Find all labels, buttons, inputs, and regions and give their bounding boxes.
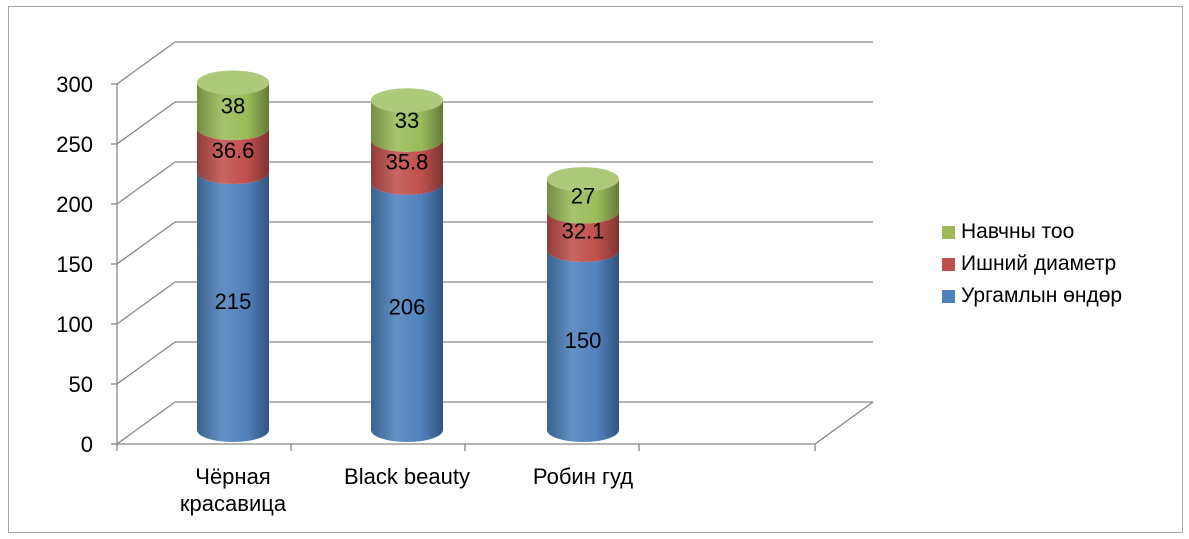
legend-label-ishnii-diametr: Ишний диаметр bbox=[961, 252, 1117, 275]
bar-top-0 bbox=[197, 70, 269, 95]
bar-segment-1-0 bbox=[371, 182, 443, 443]
bar-segment-0-1 bbox=[197, 128, 269, 184]
bar-segment-0-0 bbox=[197, 172, 269, 442]
data-label-2-2: 27 bbox=[571, 183, 595, 208]
y-tick-label-100: 100 bbox=[56, 312, 93, 337]
bar-segment-2-1 bbox=[547, 211, 619, 262]
y-tick-label-200: 200 bbox=[56, 192, 93, 217]
legend-item-ishnii-diametr: Ишний диаметр bbox=[942, 248, 1122, 280]
grid-depth-100 bbox=[116, 281, 176, 325]
bar-top-2 bbox=[547, 167, 619, 192]
data-label-2-0: 150 bbox=[565, 328, 602, 353]
y-tick-label-50: 50 bbox=[69, 372, 93, 397]
grid-depth-50 bbox=[116, 341, 176, 385]
floor-right-edge bbox=[814, 401, 874, 445]
data-label-0-1: 36.6 bbox=[212, 138, 255, 163]
data-label-0-0: 215 bbox=[215, 289, 252, 314]
legend-item-urgamlyn-ondor: Ургамлын өндөр bbox=[942, 280, 1122, 312]
bar-top-1 bbox=[371, 88, 443, 113]
data-label-1-1: 35.8 bbox=[386, 149, 429, 174]
grid-depth-150 bbox=[116, 221, 176, 265]
bar-segment-0-2 bbox=[197, 82, 269, 141]
category-label-2: Робин гуд bbox=[533, 464, 633, 489]
grid-depth-0 bbox=[116, 401, 176, 445]
legend-label-urgamlyn-ondor: Ургамлын өндөр bbox=[961, 284, 1123, 307]
bar-segment-2-2 bbox=[547, 179, 619, 224]
data-label-1-2: 33 bbox=[395, 108, 419, 133]
legend-item-navchny-too: Навчны тоо bbox=[942, 216, 1122, 248]
legend-swatch-ishnii-diametr bbox=[942, 257, 955, 271]
bar-segment-1-2 bbox=[371, 100, 443, 152]
bar-segment-1-1 bbox=[371, 139, 443, 195]
grid-depth-250 bbox=[116, 101, 176, 145]
y-tick-label-250: 250 bbox=[56, 132, 93, 157]
y-tick-label-150: 150 bbox=[56, 252, 93, 277]
bar-segment-2-0 bbox=[547, 250, 619, 442]
y-tick-label-300: 300 bbox=[56, 72, 93, 97]
category-label-1: Black beauty bbox=[344, 464, 470, 489]
y-tick-label-0: 0 bbox=[81, 432, 93, 457]
data-label-0-2: 38 bbox=[221, 93, 245, 118]
legend-swatch-urgamlyn-ondor bbox=[942, 289, 955, 303]
category-label-0: Чёрная красавица bbox=[180, 464, 287, 516]
grid-depth-300 bbox=[116, 41, 176, 85]
grid-depth-200 bbox=[116, 161, 176, 205]
data-label-1-0: 206 bbox=[389, 294, 426, 319]
legend-label-navchny-too: Навчны тоо bbox=[961, 220, 1075, 243]
legend-swatch-navchny-too bbox=[942, 225, 955, 239]
chart-legend: Навчны тоо Ишний диаметр Ургамлын өндөр bbox=[942, 216, 1122, 312]
